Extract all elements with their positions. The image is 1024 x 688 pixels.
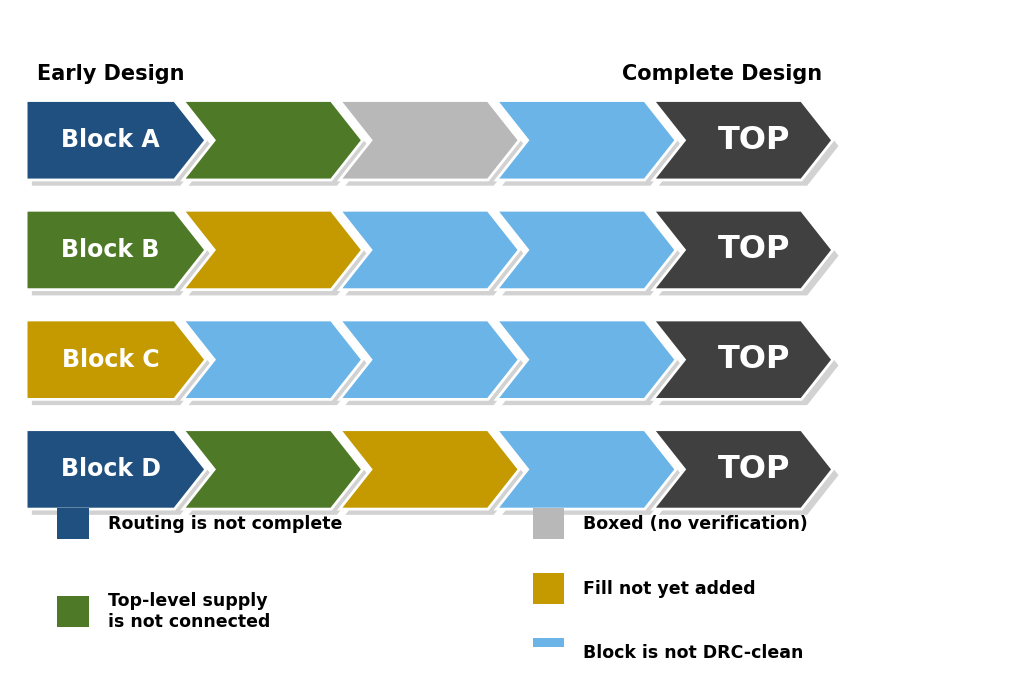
Polygon shape [653,100,833,180]
Text: TOP: TOP [718,125,791,155]
Polygon shape [497,100,676,180]
Polygon shape [183,430,362,509]
Polygon shape [653,211,833,290]
Text: TOP: TOP [718,235,791,266]
Text: Block D: Block D [60,458,161,482]
Bar [57,508,89,539]
Polygon shape [183,320,362,399]
Polygon shape [345,436,525,515]
Text: Routing is not complete: Routing is not complete [108,515,342,533]
Polygon shape [188,325,369,405]
Polygon shape [188,106,369,186]
Polygon shape [345,325,525,405]
Polygon shape [340,211,519,290]
Polygon shape [345,106,525,186]
Polygon shape [183,100,362,180]
Polygon shape [497,320,676,399]
Polygon shape [188,216,369,295]
Text: Block C: Block C [61,347,160,372]
Polygon shape [32,106,212,186]
Polygon shape [658,216,839,295]
Polygon shape [502,436,682,515]
Polygon shape [502,325,682,405]
Polygon shape [497,211,676,290]
Text: TOP: TOP [718,344,791,375]
Polygon shape [27,320,206,399]
Text: Block is not DRC-clean: Block is not DRC-clean [583,644,804,663]
Polygon shape [658,325,839,405]
Polygon shape [497,430,676,509]
Polygon shape [658,436,839,515]
Text: Complete Design: Complete Design [623,65,822,85]
Polygon shape [32,436,212,515]
Text: Early Design: Early Design [37,65,184,85]
Text: Block B: Block B [61,238,160,262]
Polygon shape [658,106,839,186]
Polygon shape [27,211,206,290]
Polygon shape [653,320,833,399]
Polygon shape [32,216,212,295]
Text: TOP: TOP [718,454,791,485]
Bar [57,596,89,627]
Polygon shape [340,320,519,399]
Text: Block A: Block A [61,128,160,152]
Polygon shape [183,211,362,290]
Polygon shape [32,325,212,405]
Text: Top-level supply
is not connected: Top-level supply is not connected [108,592,270,631]
Text: Fill not yet added: Fill not yet added [583,579,756,597]
Bar [532,508,564,539]
Polygon shape [188,436,369,515]
Bar [532,638,564,669]
Polygon shape [502,216,682,295]
Polygon shape [340,100,519,180]
Polygon shape [653,430,833,509]
Polygon shape [345,216,525,295]
Polygon shape [27,430,206,509]
Bar [532,573,564,604]
Text: Boxed (no verification): Boxed (no verification) [583,515,808,533]
Polygon shape [340,430,519,509]
Polygon shape [502,106,682,186]
Polygon shape [27,100,206,180]
